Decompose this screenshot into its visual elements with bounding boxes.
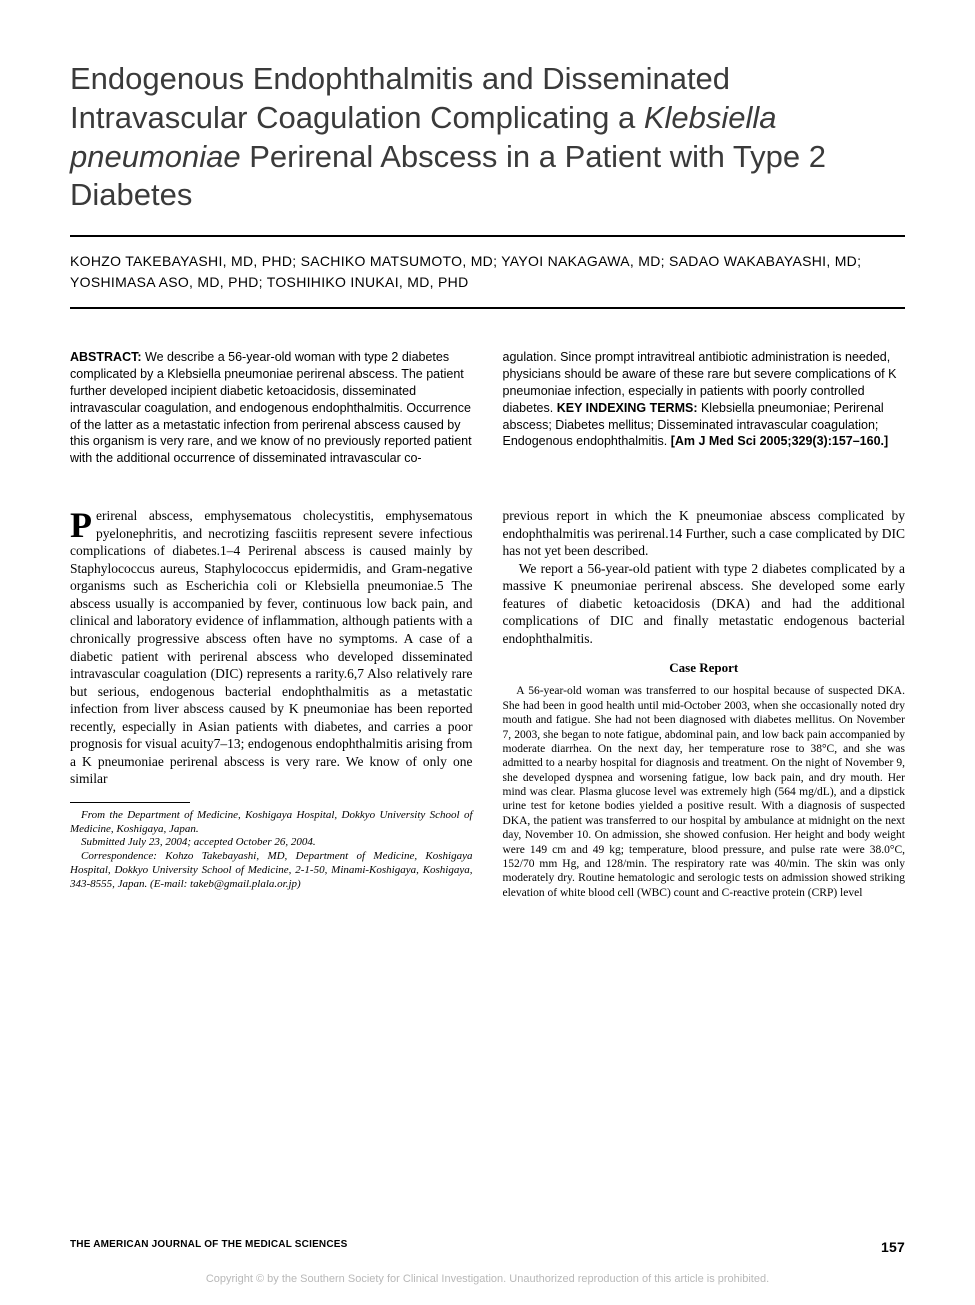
footnote-correspondence: Correspondence: Kohzo Takebayashi, MD, D… xyxy=(70,850,473,891)
page-number: 157 xyxy=(881,1239,905,1255)
body-columns: Perirenal abscess, emphysematous cholecy… xyxy=(70,507,905,900)
page-footer: THE AMERICAN JOURNAL OF THE MEDICAL SCIE… xyxy=(70,1239,905,1255)
case-report-heading: Case Report xyxy=(503,660,906,677)
copyright-notice: Copyright © by the Southern Society for … xyxy=(70,1273,905,1285)
author-list: KOHZO TAKEBAYASHI, MD, PHD; SACHIKO MATS… xyxy=(70,251,905,293)
footnote-rule xyxy=(70,802,190,803)
key-terms-label: KEY INDEXING TERMS: xyxy=(557,401,698,415)
body-right-p2: We report a 56-year-old patient with typ… xyxy=(503,560,906,648)
body-right-p1: previous report in which the K pneumonia… xyxy=(503,507,906,560)
dropcap: P xyxy=(70,507,96,541)
body-left-col: Perirenal abscess, emphysematous cholecy… xyxy=(70,507,473,900)
journal-name: THE AMERICAN JOURNAL OF THE MEDICAL SCIE… xyxy=(70,1239,348,1255)
title-pre: Endogenous Endophthalmitis and Dissemina… xyxy=(70,61,730,135)
footnote-from: From the Department of Medicine, Koshiga… xyxy=(70,809,473,837)
body-left-text: erirenal abscess, emphysematous cholecys… xyxy=(70,508,473,786)
abstract-label: ABSTRACT: xyxy=(70,350,142,364)
abstract-left-col: ABSTRACT: We describe a 56-year-old woma… xyxy=(70,349,473,467)
footnote-submitted: Submitted July 23, 2004; accepted Octobe… xyxy=(70,836,473,850)
title-rule-top xyxy=(70,235,905,237)
title-rule-bottom xyxy=(70,307,905,309)
abstract-citation: [Am J Med Sci 2005;329(3):157–160.] xyxy=(671,434,888,448)
case-report-text: A 56-year-old woman was transferred to o… xyxy=(503,684,906,900)
abstract-block: ABSTRACT: We describe a 56-year-old woma… xyxy=(70,349,905,467)
abstract-left-text: We describe a 56-year-old woman with typ… xyxy=(70,350,472,465)
body-right-col: previous report in which the K pneumonia… xyxy=(503,507,906,900)
body-paragraph-1: Perirenal abscess, emphysematous cholecy… xyxy=(70,507,473,788)
article-title: Endogenous Endophthalmitis and Dissemina… xyxy=(70,60,905,215)
abstract-right-col: agulation. Since prompt intravitreal ant… xyxy=(503,349,906,467)
footnotes-block: From the Department of Medicine, Koshiga… xyxy=(70,809,473,892)
